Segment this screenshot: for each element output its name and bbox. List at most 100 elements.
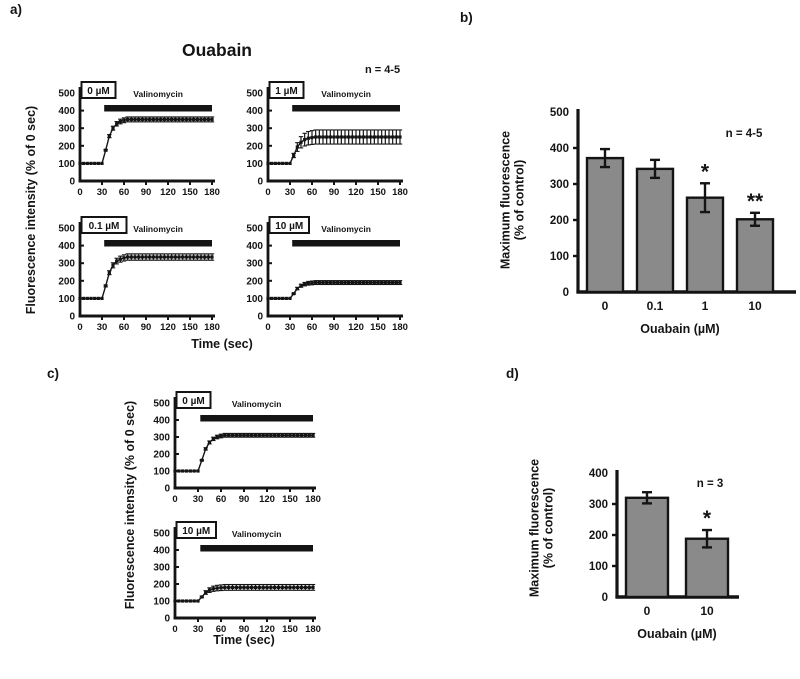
svg-text:0: 0 bbox=[164, 614, 170, 625]
svg-text:180: 180 bbox=[305, 494, 321, 505]
svg-text:180: 180 bbox=[204, 187, 220, 198]
svg-text:0: 0 bbox=[257, 177, 263, 188]
svg-text:150: 150 bbox=[370, 187, 386, 198]
svg-text:120: 120 bbox=[259, 494, 275, 505]
svg-text:**: ** bbox=[747, 190, 764, 213]
svg-text:*: * bbox=[701, 160, 710, 183]
panel-a-letter: a) bbox=[10, 2, 23, 17]
svg-text:150: 150 bbox=[182, 322, 198, 333]
svg-text:100: 100 bbox=[58, 294, 75, 305]
svg-text:200: 200 bbox=[550, 215, 569, 227]
svg-text:180: 180 bbox=[392, 187, 408, 198]
panel-b-letter: b) bbox=[460, 10, 473, 25]
svg-text:300: 300 bbox=[246, 259, 263, 270]
svg-text:200: 200 bbox=[589, 530, 608, 542]
svg-text:400: 400 bbox=[246, 106, 263, 117]
svg-text:400: 400 bbox=[246, 241, 263, 252]
svg-text:10: 10 bbox=[748, 299, 762, 313]
svg-text:30: 30 bbox=[285, 187, 296, 198]
svg-text:300: 300 bbox=[246, 124, 263, 135]
svg-text:300: 300 bbox=[58, 124, 75, 135]
svg-text:150: 150 bbox=[370, 322, 386, 333]
svg-text:30: 30 bbox=[193, 494, 204, 505]
svg-text:n = 4-5: n = 4-5 bbox=[726, 128, 763, 140]
svg-text:0: 0 bbox=[172, 494, 177, 505]
svg-text:60: 60 bbox=[307, 187, 318, 198]
svg-text:0.1 µM: 0.1 µM bbox=[89, 221, 120, 232]
svg-text:400: 400 bbox=[58, 241, 75, 252]
svg-text:0: 0 bbox=[172, 624, 177, 635]
svg-text:0.1: 0.1 bbox=[647, 299, 664, 313]
svg-text:60: 60 bbox=[307, 322, 318, 333]
panel-a-x-axis-label: Time (sec) bbox=[191, 337, 253, 351]
svg-text:90: 90 bbox=[239, 494, 250, 505]
svg-text:10 µM: 10 µM bbox=[275, 221, 303, 232]
svg-text:180: 180 bbox=[392, 322, 408, 333]
svg-text:Valinomycin: Valinomycin bbox=[232, 399, 282, 409]
svg-text:500: 500 bbox=[153, 529, 170, 540]
svg-text:0: 0 bbox=[77, 187, 82, 198]
svg-text:60: 60 bbox=[119, 187, 130, 198]
svg-text:0: 0 bbox=[77, 322, 82, 333]
panel-a-lineplot-0uM: Valinomycin 0 100 200 300 400 500 0 30 60 90 120 150… bbox=[58, 81, 220, 198]
svg-text:180: 180 bbox=[305, 624, 321, 635]
svg-text:0: 0 bbox=[257, 312, 263, 323]
svg-text:300: 300 bbox=[58, 259, 75, 270]
svg-text:200: 200 bbox=[58, 141, 75, 152]
svg-text:1 µM: 1 µM bbox=[275, 86, 297, 97]
svg-text:200: 200 bbox=[246, 141, 263, 152]
svg-text:150: 150 bbox=[282, 624, 298, 635]
svg-text:10: 10 bbox=[700, 604, 714, 618]
svg-text:120: 120 bbox=[160, 187, 176, 198]
svg-text:100: 100 bbox=[153, 467, 170, 478]
svg-text:200: 200 bbox=[153, 580, 170, 591]
panel-a-title: Ouabain bbox=[181, 40, 252, 60]
svg-text:400: 400 bbox=[589, 468, 608, 480]
svg-text:90: 90 bbox=[329, 187, 340, 198]
svg-text:500: 500 bbox=[153, 399, 170, 410]
svg-text:120: 120 bbox=[259, 624, 275, 635]
panel-d-letter: d) bbox=[506, 366, 519, 381]
panel-a-lineplot-1uM: Valinomycin 0 100 200 300 400 500 0 30 60 90 120 150… bbox=[246, 81, 408, 198]
svg-text:0: 0 bbox=[644, 604, 651, 618]
svg-text:*: * bbox=[703, 507, 712, 530]
svg-text:0 µM: 0 µM bbox=[87, 86, 109, 97]
svg-text:n = 3: n = 3 bbox=[697, 478, 724, 490]
svg-text:200: 200 bbox=[153, 450, 170, 461]
svg-text:100: 100 bbox=[246, 294, 263, 305]
svg-text:100: 100 bbox=[58, 159, 75, 170]
svg-text:Ouabain (µM): Ouabain (µM) bbox=[640, 322, 719, 336]
panel-a-y-axis-label: Fluorescence intensity (% of 0 sec) bbox=[23, 105, 38, 315]
panel-b-y-axis-label: Maximum fluorescence (% of control) bbox=[498, 130, 527, 270]
svg-text:90: 90 bbox=[141, 322, 152, 333]
panel-a-n-label: n = 4-5 bbox=[365, 64, 401, 76]
panel-d-barchart: 0 100 200 300 400 0 * 10 Ouabain (µM) n = 3 bbox=[589, 468, 739, 641]
svg-text:500: 500 bbox=[58, 89, 75, 100]
svg-text:120: 120 bbox=[348, 187, 364, 198]
svg-text:0: 0 bbox=[164, 484, 170, 495]
panel-c-letter: c) bbox=[47, 366, 60, 381]
svg-text:500: 500 bbox=[550, 107, 569, 119]
svg-text:0: 0 bbox=[265, 187, 270, 198]
svg-text:Valinomycin: Valinomycin bbox=[321, 89, 371, 99]
svg-text:0 µM: 0 µM bbox=[182, 396, 204, 407]
svg-text:120: 120 bbox=[348, 322, 364, 333]
svg-text:200: 200 bbox=[58, 276, 75, 287]
svg-text:90: 90 bbox=[239, 624, 250, 635]
svg-text:180: 180 bbox=[204, 322, 220, 333]
svg-text:Time (sec): Time (sec) bbox=[213, 633, 275, 647]
svg-text:500: 500 bbox=[58, 224, 75, 235]
svg-text:30: 30 bbox=[97, 322, 108, 333]
svg-text:90: 90 bbox=[141, 187, 152, 198]
svg-text:0: 0 bbox=[69, 177, 75, 188]
svg-text:400: 400 bbox=[58, 106, 75, 117]
svg-text:Ouabain (µM): Ouabain (µM) bbox=[637, 627, 716, 641]
svg-text:400: 400 bbox=[550, 143, 569, 155]
svg-text:100: 100 bbox=[153, 597, 170, 608]
svg-text:10 µM: 10 µM bbox=[182, 526, 210, 537]
svg-text:60: 60 bbox=[216, 624, 227, 635]
svg-text:Valinomycin: Valinomycin bbox=[232, 529, 282, 539]
svg-text:0: 0 bbox=[602, 299, 609, 313]
svg-text:60: 60 bbox=[119, 322, 130, 333]
svg-text:300: 300 bbox=[550, 179, 569, 191]
